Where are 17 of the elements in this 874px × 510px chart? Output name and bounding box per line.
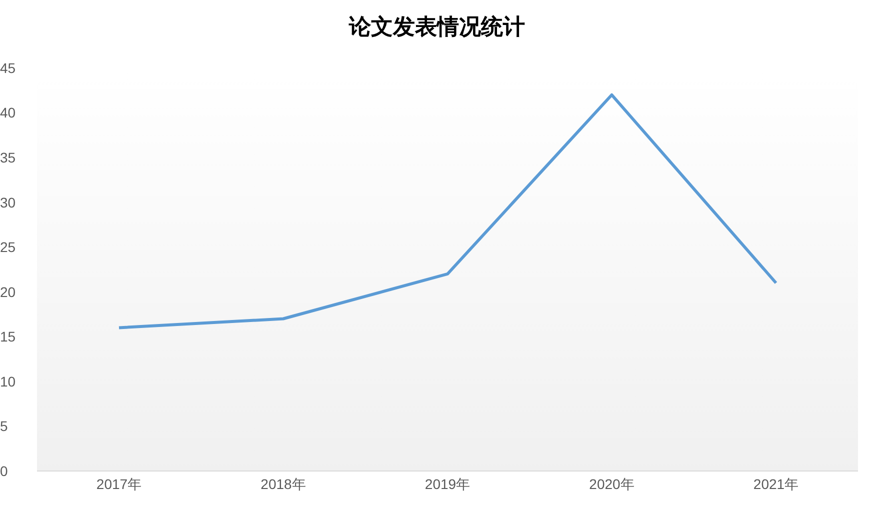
x-tick-label: 2021年 (753, 476, 799, 492)
y-tick-label: 10 (0, 373, 16, 390)
y-tick-label: 5 (0, 418, 8, 434)
y-tick-label: 40 (0, 104, 16, 121)
y-tick-label: 25 (0, 239, 16, 256)
y-tick-label: 30 (0, 194, 16, 210)
x-tick-label: 2018年 (260, 476, 306, 492)
y-tick-label: 15 (0, 328, 16, 345)
y-tick-label: 35 (0, 150, 16, 166)
x-tick-label: 2017年 (96, 476, 142, 492)
line-series (118, 93, 778, 330)
y-tick-label: 20 (0, 284, 16, 300)
x-tick-label: 2020年 (589, 476, 634, 492)
y-tick-label: 45 (0, 60, 16, 76)
y-tick-label: 0 (0, 462, 8, 479)
x-tick-label: 2019年 (424, 476, 470, 492)
chart-title: 论文发表情况统计 (348, 13, 526, 42)
